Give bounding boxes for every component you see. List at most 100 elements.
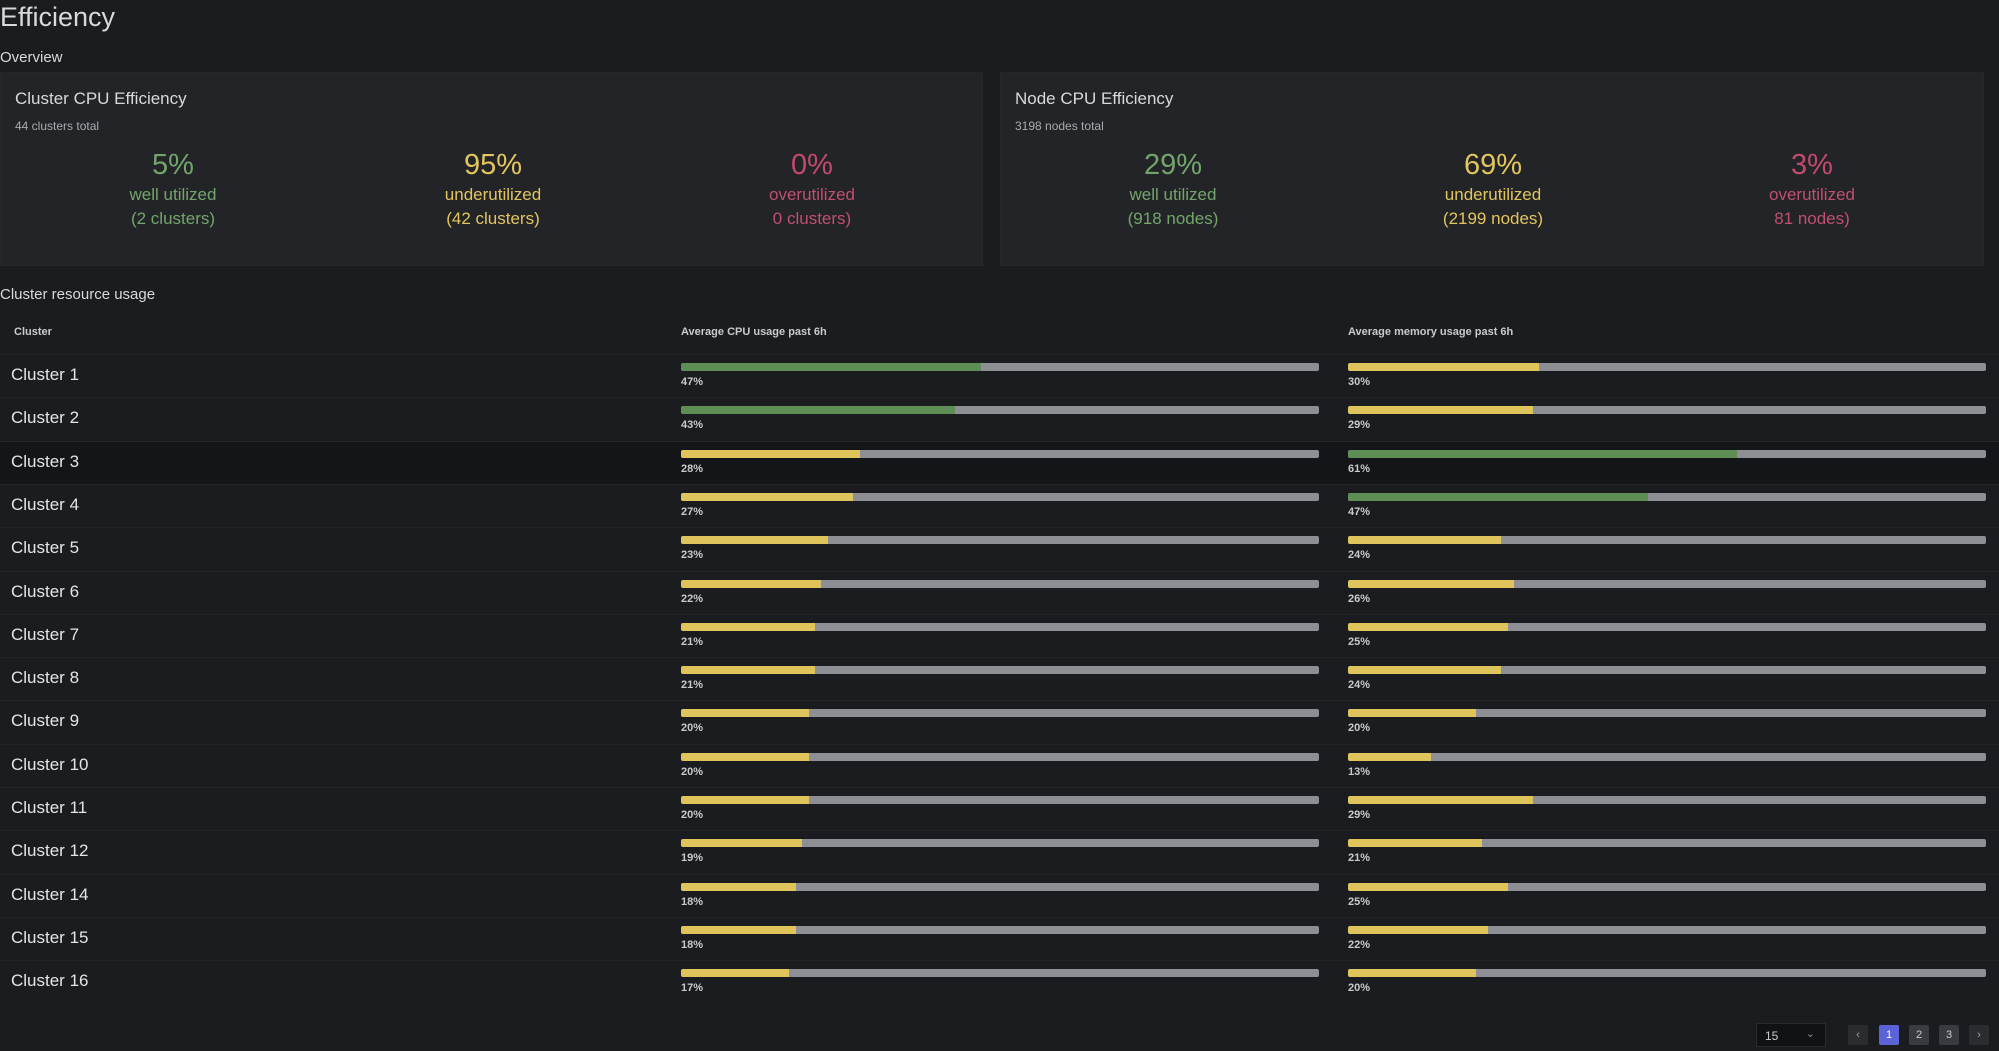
stat-count: (2199 nodes) — [1442, 209, 1544, 228]
page-size-select[interactable]: 15 ⌄ — [1756, 1023, 1826, 1047]
table-row[interactable]: Cluster 12 19% 21% — [0, 830, 1999, 873]
memory-usage-bar: 47% — [1348, 492, 1986, 518]
cpu-usage-bar: 21% — [681, 666, 1319, 691]
table-row[interactable]: Cluster 5 23% 24% — [0, 527, 1999, 570]
usage-bar-fill — [1348, 839, 1482, 848]
usage-bar-fill — [1348, 752, 1431, 761]
usage-percent-label: 27% — [681, 505, 704, 518]
chevron-left-icon: ‹ — [1856, 1029, 1860, 1041]
panel-subtitle: 44 clusters total — [15, 119, 100, 133]
usage-bar-track — [681, 752, 1319, 761]
usage-bar-fill — [1348, 579, 1514, 588]
usage-bar-track — [681, 449, 1319, 458]
usage-percent-label: 20% — [681, 809, 704, 821]
cpu-usage-bar: 43% — [681, 406, 1319, 431]
usage-percent-label: 17% — [681, 982, 704, 995]
usage-percent-label: 13% — [1348, 765, 1371, 778]
column-header-memory[interactable]: Average memory usage past 6h — [1348, 326, 1514, 338]
usage-bar-fill — [681, 666, 815, 675]
page-size-value: 15 — [1765, 1029, 1779, 1043]
usage-percent-label: 25% — [1348, 895, 1371, 908]
cluster-resource-usage-title: Cluster resource usage — [0, 286, 156, 303]
column-header-cpu[interactable]: Average CPU usage past 6h — [681, 326, 827, 338]
table-row[interactable]: Cluster 10 20% 13% — [0, 743, 1999, 787]
node-cpu-efficiency-panel: Node CPU Efficiency 3198 nodes total 29%… — [1000, 72, 1984, 266]
usage-bar-fill — [1348, 796, 1534, 804]
chevron-right-icon: › — [1977, 1029, 1981, 1041]
usage-percent-label: 24% — [1348, 549, 1371, 562]
cpu-usage-bar: 18% — [681, 882, 1319, 908]
usage-bar-fill — [1348, 969, 1476, 978]
cpu-usage-bar: 18% — [681, 925, 1319, 951]
usage-percent-label: 22% — [681, 592, 704, 605]
cpu-usage-bar: 28% — [681, 449, 1319, 475]
stat-count: (2 clusters) — [130, 209, 216, 228]
cluster-name: Cluster 14 — [11, 884, 89, 904]
well-utilized-stat: 29% well utilized (918 nodes) — [1053, 147, 1293, 231]
usage-bar-track — [681, 969, 1319, 978]
table-row[interactable]: Cluster 8 21% 24% — [0, 657, 1999, 700]
cpu-usage-bar: 21% — [681, 622, 1319, 648]
usage-percent-label: 24% — [1348, 679, 1371, 692]
cluster-name: Cluster 9 — [11, 711, 80, 731]
usage-percent-label: 47% — [1348, 505, 1371, 518]
next-page-button[interactable]: › — [1969, 1025, 1989, 1045]
usage-bar-fill — [1348, 622, 1508, 631]
usage-percent-label: 21% — [681, 635, 704, 648]
usage-percent-label: 23% — [681, 549, 704, 562]
stat-percent: 5% — [152, 149, 194, 181]
table-row[interactable]: Cluster 1 47% 30% — [0, 354, 1999, 397]
usage-bar-fill — [681, 752, 809, 761]
table-row[interactable]: Cluster 4 27% 47% — [0, 483, 1999, 527]
usage-bar-track — [1348, 752, 1986, 761]
page-title: Efficiency — [0, 2, 116, 32]
table-row[interactable]: Cluster 9 20% 20% — [0, 700, 1999, 743]
cpu-usage-bar: 19% — [681, 839, 1319, 864]
stat-label: underutilized — [444, 185, 542, 204]
usage-bar-fill — [1348, 449, 1738, 458]
usage-bar-fill — [1348, 536, 1502, 545]
usage-percent-label: 26% — [1348, 592, 1371, 605]
memory-usage-bar: 20% — [1348, 969, 1986, 994]
stat-label: well utilized — [129, 185, 217, 204]
table-row[interactable]: Cluster 6 22% 26% — [0, 570, 1999, 614]
stat-percent: 3% — [1791, 149, 1833, 181]
usage-bar-fill — [681, 449, 860, 458]
cluster-name: Cluster 11 — [11, 798, 88, 817]
column-header-cluster[interactable]: Cluster — [14, 326, 52, 338]
usage-bar-track — [1348, 882, 1986, 891]
usage-percent-label: 20% — [1348, 722, 1371, 735]
stat-percent: 29% — [1143, 149, 1203, 181]
usage-bar-track — [1348, 969, 1986, 978]
table-row[interactable]: Cluster 2 43% 29% — [0, 397, 1999, 440]
table-row[interactable]: Cluster 15 18% 22% — [0, 916, 1999, 960]
table-row[interactable]: Cluster 14 18% 25% — [0, 873, 1999, 917]
cluster-name: Cluster 7 — [11, 624, 80, 644]
page-button-2[interactable]: 2 — [1909, 1025, 1929, 1045]
overutilized-stat: 3% overutilized 81 nodes) — [1692, 147, 1932, 231]
underutilized-stat: 69% underutilized (2199 nodes) — [1373, 147, 1613, 231]
table-row[interactable]: Cluster 11 20% 29% — [0, 787, 1999, 830]
stat-percent: 95% — [463, 149, 523, 181]
usage-bar-track — [681, 363, 1319, 371]
usage-bar-track — [1348, 796, 1986, 804]
usage-bar-track — [1348, 449, 1986, 458]
prev-page-button[interactable]: ‹ — [1848, 1025, 1868, 1045]
table-row[interactable]: Cluster 7 21% 25% — [0, 613, 1999, 657]
usage-bar-fill — [1348, 406, 1534, 415]
stat-label: overutilized — [1769, 185, 1855, 204]
usage-bar-fill — [1348, 492, 1648, 501]
table-row[interactable]: Cluster 16 17% 20% — [0, 960, 1999, 1003]
cluster-name: Cluster 5 — [11, 538, 80, 558]
usage-percent-label: 18% — [681, 895, 704, 908]
table-row[interactable]: Cluster 3 28% 61% — [0, 440, 1999, 484]
usage-bar-track — [1348, 622, 1986, 631]
usage-bar-track — [681, 839, 1319, 848]
page-button-3[interactable]: 3 — [1939, 1025, 1959, 1045]
usage-bar-track — [681, 579, 1319, 588]
usage-bar-track — [1348, 666, 1986, 675]
memory-usage-bar: 29% — [1348, 796, 1986, 821]
page-button-1[interactable]: 1 — [1879, 1025, 1899, 1045]
usage-percent-label: 22% — [1348, 938, 1371, 951]
cpu-usage-bar: 27% — [681, 492, 1319, 518]
